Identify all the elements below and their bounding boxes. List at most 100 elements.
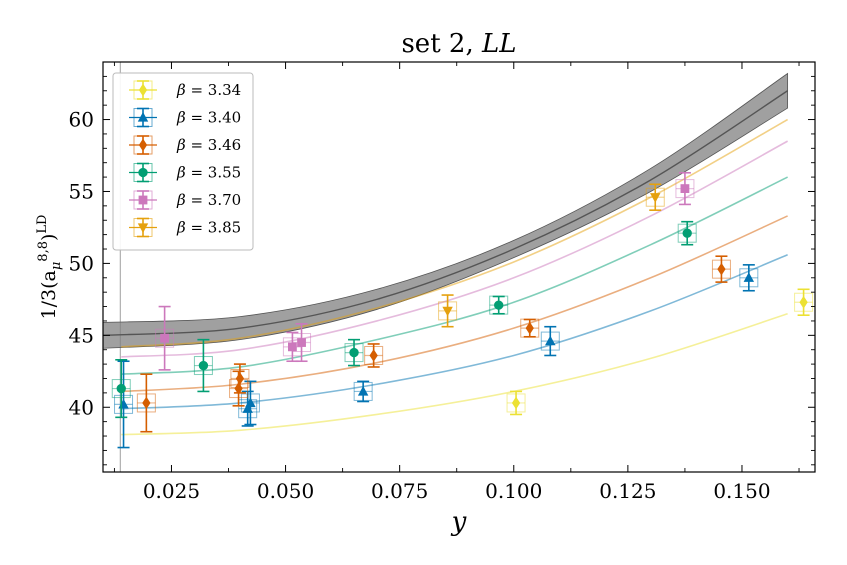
point-marker [545, 335, 556, 346]
point-marker [116, 383, 126, 394]
legend-box-marker [133, 80, 153, 100]
point-marker [442, 306, 453, 317]
chart-title-text: set 2, LL [401, 29, 516, 59]
point-box [230, 368, 250, 388]
point-marker [160, 333, 170, 343]
legend-entry-5: β = 3.85 [129, 217, 241, 238]
legend-beta-value: = 3.55 [186, 164, 242, 182]
legend-beta-symbol: β [176, 191, 186, 209]
data-point-0-1 [794, 288, 814, 316]
fit-curve-3 [121, 176, 788, 375]
continuum-band [103, 72, 789, 349]
point-box [739, 268, 759, 288]
legend-entry-3: β = 3.55 [129, 162, 241, 183]
x-tick-label: 0.075 [371, 479, 428, 503]
data-point-4-2 [292, 323, 312, 363]
data-point-1-4 [540, 325, 560, 357]
y-tick-label: 60 [69, 108, 94, 132]
y-axis-label-tag: LD [35, 215, 50, 234]
legend-beta-value: = 3.85 [186, 219, 242, 237]
point-box [364, 345, 384, 365]
data-point-0-0 [506, 390, 526, 416]
legend-beta-value: = 3.70 [186, 191, 242, 209]
x-axis-label-text: y [451, 507, 467, 537]
y-tick-label: 50 [69, 251, 94, 275]
legend-beta-symbol: β [176, 109, 186, 127]
point-box [506, 393, 526, 413]
y-tick-label: 45 [69, 323, 94, 347]
continuum-center-line [103, 90, 789, 337]
plot-frame [102, 61, 816, 473]
y-axis-label-sub: μ [49, 262, 64, 270]
point-marker [682, 228, 692, 238]
point-box [675, 179, 695, 199]
x-axis-label: y [451, 507, 467, 537]
data-point-2-2 [230, 363, 250, 394]
legend-entry-4: β = 3.70 [129, 190, 242, 210]
y-axis-label-prefix: 1/3(a [38, 270, 60, 319]
legend-marker [138, 167, 148, 178]
point-box [794, 292, 814, 312]
data-point-4-3 [675, 171, 695, 206]
legend-beta-symbol: β [176, 164, 186, 182]
chart-title-main: set 2, [401, 29, 482, 59]
legend-label: β = 3.46 [176, 136, 241, 154]
point-box [111, 379, 131, 399]
point-marker [357, 385, 369, 396]
data-point-2-5 [711, 255, 731, 283]
legend-box-marker [133, 135, 153, 155]
chart-title: set 2, LL [401, 29, 516, 59]
point-box [114, 394, 134, 414]
legend-beta-value: = 3.34 [186, 81, 242, 99]
point-marker [717, 262, 726, 276]
point-box [677, 223, 697, 243]
data-point-1-5 [739, 264, 759, 292]
legend-beta-value: = 3.46 [186, 136, 242, 154]
x-tick-label: 0.050 [257, 479, 314, 503]
x-tick-label: 0.100 [485, 479, 542, 503]
data-point-1-2 [240, 380, 260, 426]
legend-marker [137, 223, 149, 233]
data-point-3-0 [111, 358, 131, 419]
y-axis-label-suffix: ) [38, 234, 60, 241]
y-axis-label: 1/3(aμ8,8)LD [35, 215, 64, 320]
data-point-5-1 [645, 183, 665, 211]
point-box [353, 381, 373, 401]
x-tick-label: 0.025 [143, 479, 200, 503]
legend-marker [137, 112, 149, 122]
point-marker [680, 184, 690, 193]
legend-box-marker [133, 163, 153, 182]
legend-label: β = 3.85 [176, 219, 241, 237]
point-marker [349, 347, 359, 358]
legend-box-marker [133, 218, 153, 237]
x-tick-label: 0.125 [599, 479, 656, 503]
y-tick-label: 55 [69, 179, 94, 203]
point-marker [743, 272, 755, 282]
data-point-5-0 [438, 294, 458, 328]
data-point-2-0 [136, 373, 156, 433]
point-marker [297, 338, 306, 347]
axis-ticks: 0.025 0.050 0.075 0.100 0.125 0.150 40 45 50 55 60 [69, 61, 815, 503]
data-point-3-2 [344, 338, 364, 367]
point-marker [369, 349, 378, 362]
data-point-3-3 [489, 295, 509, 315]
point-marker [799, 295, 808, 309]
legend: β = 3.34β = 3.40β = 3.46β = 3.55β = 3.70… [112, 72, 254, 251]
legend-label: β = 3.55 [176, 164, 241, 182]
fit-curve-0 [121, 312, 788, 436]
legend-beta-symbol: β [176, 219, 186, 237]
plot-inner [103, 62, 814, 472]
point-marker [198, 360, 209, 371]
point-box [240, 393, 260, 413]
legend-entry-0: β = 3.34 [129, 80, 242, 100]
chart-title-italic: LL [481, 29, 517, 59]
data-point-3-1 [193, 338, 213, 393]
point-marker [142, 396, 151, 410]
data-point-3-4 [677, 220, 697, 246]
legend-box-marker [133, 190, 153, 210]
y-axis-label-sup: 8,8 [36, 241, 51, 262]
legend-marker [138, 83, 148, 97]
plot-area [102, 61, 816, 473]
legend-beta-symbol: β [176, 81, 186, 99]
data-point-2-3 [364, 343, 384, 368]
